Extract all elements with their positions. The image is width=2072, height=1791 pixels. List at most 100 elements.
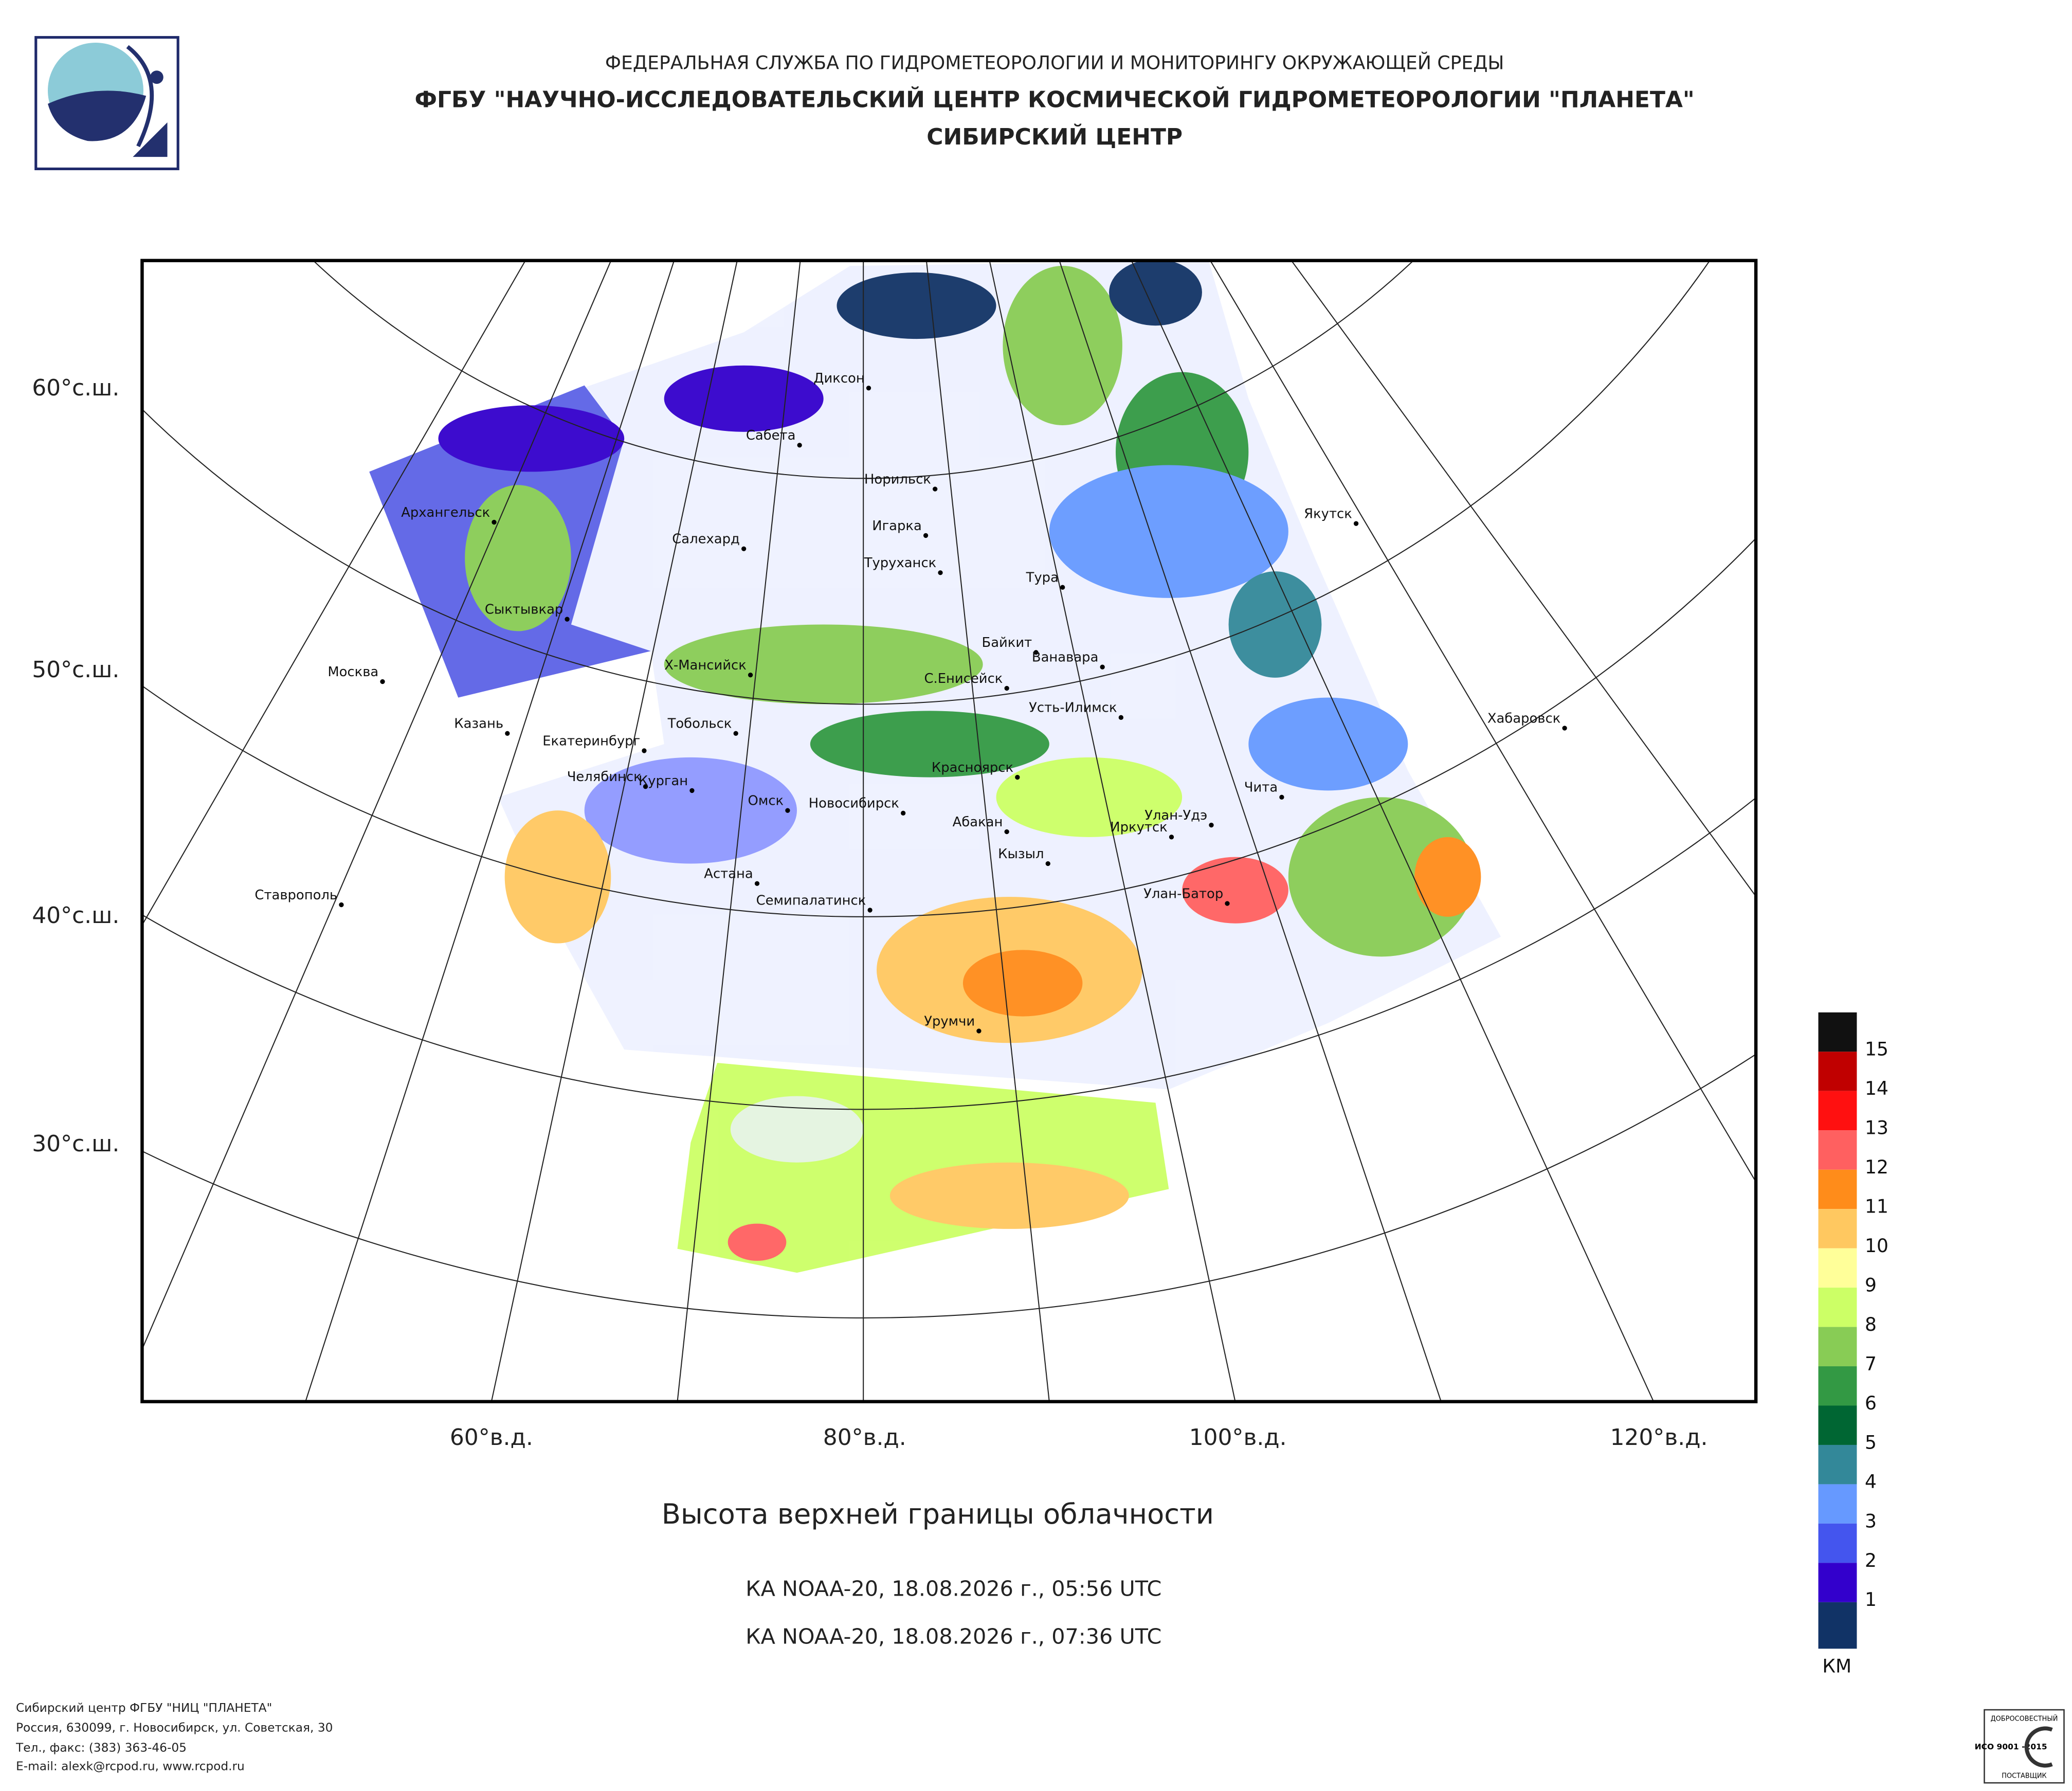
meridian (142, 260, 526, 926)
city-marker (901, 810, 906, 816)
city-label: Салехард (672, 532, 740, 547)
legend-swatch (1818, 1169, 1857, 1209)
city-label: Иркутск (1110, 820, 1167, 835)
city-marker (748, 673, 753, 678)
city-label: Ванавара (1032, 650, 1099, 665)
meridian (925, 260, 1050, 1402)
longitude-label: 80°в.д. (823, 1424, 906, 1451)
latitude-label: 60°с.ш. (32, 375, 119, 401)
city-label: Челябинск (567, 769, 642, 785)
certificate-bottom: ПОСТАВЩИК (2002, 1772, 2046, 1780)
legend-label: 3 (1865, 1510, 1877, 1532)
legend: 15 14 13 12 11 10 9 8 7 6 5 4 3 2 1 КМ (1818, 1012, 1888, 1677)
city-marker (1169, 835, 1174, 840)
city-label: Новосибирск (809, 796, 899, 811)
map-frame (140, 259, 1758, 1403)
meridian (1131, 260, 1655, 1402)
city-label: Абакан (953, 815, 1003, 830)
city-label: Туруханск (864, 555, 937, 571)
city-label: Курган (639, 773, 688, 789)
legend-label: 2 (1865, 1549, 1877, 1571)
legend-swatch (1818, 1366, 1857, 1406)
city-label: Ставрополь (255, 888, 337, 903)
legend-label: 8 (1865, 1313, 1877, 1335)
legend-swatch (1818, 1327, 1857, 1367)
footer-line: E-mail: alexk@rcpod.ru, www.rcpod.ru (16, 1760, 245, 1774)
city-marker (643, 784, 648, 789)
city-marker (754, 881, 760, 886)
city-label: Екатеринбург (542, 733, 640, 749)
legend-swatch (1818, 1444, 1857, 1485)
city-label: Москва (328, 664, 378, 680)
city-marker (1045, 861, 1050, 866)
city-marker (1279, 794, 1284, 800)
city-label: Тура (1026, 570, 1059, 586)
city-marker (976, 1028, 982, 1034)
certificate-standard: ИСО 9001 -2015 (1975, 1742, 2047, 1751)
city-marker (1015, 774, 1020, 780)
city-label: Урумчи (924, 1014, 975, 1029)
legend-swatch (1818, 1484, 1857, 1524)
meridian (677, 260, 801, 1402)
footer-line: Тел., факс: (383) 363-46-05 (15, 1741, 187, 1755)
city-marker (642, 748, 647, 753)
city-label: Усть-Илимск (1029, 700, 1117, 716)
city-label: Семипалатинск (756, 893, 866, 908)
legend-label: 9 (1865, 1274, 1877, 1296)
footer-line: Россия, 630099, г. Новосибирск, ул. Сове… (16, 1721, 333, 1735)
legend-unit: КМ (1822, 1655, 1851, 1677)
legend-swatch (1818, 1012, 1857, 1052)
city-marker (1562, 726, 1567, 731)
pass: КА NOAA-20, 18.08.2026 г., 05:56 UTC (746, 1577, 1161, 1601)
city-marker (1353, 521, 1359, 526)
meridian (1059, 260, 1442, 1402)
legend-label: 1 (1865, 1588, 1877, 1611)
center: СИБИРСКИЙ ЦЕНТР (926, 123, 1183, 150)
city-label: Красноярск (932, 760, 1013, 775)
longitude-label: 60°в.д. (450, 1424, 533, 1451)
meridian (1209, 260, 1756, 1183)
city-marker (1100, 664, 1105, 670)
legend-label: 15 (1865, 1038, 1888, 1060)
city-marker (1060, 585, 1065, 590)
city-label: Хабаровск (1487, 711, 1561, 726)
city-marker (565, 617, 570, 622)
certificate-top: ДОБРОСОВЕСТНЫЙ (1991, 1715, 2058, 1723)
city-marker (1225, 901, 1230, 906)
city-label: Чита (1244, 780, 1278, 795)
legend-swatch (1818, 1405, 1857, 1445)
city-marker (505, 731, 510, 736)
graticule-labels: 60°с.ш. 50°с.ш. 40°с.ш. 30°с.ш. 60°в.д. 80°в.… (32, 375, 1707, 1451)
city-marker (1004, 685, 1009, 691)
legend-swatch (1818, 1563, 1857, 1602)
parallel (279, 0, 1448, 259)
city-marker (1033, 650, 1039, 655)
footer: Сибирский центр ФГБУ "НИЦ "ПЛАНЕТА" Росс… (15, 1701, 333, 1774)
agency: ФЕДЕРАЛЬНАЯ СЛУЖБА ПО ГИДРОМЕТЕОРОЛОГИИ … (605, 51, 1504, 74)
longitude-label: 100°в.д. (1189, 1424, 1287, 1451)
legend-label: 13 (1865, 1117, 1888, 1139)
longitude-label: 120°в.д. (1610, 1424, 1708, 1451)
legend-swatch (1818, 1523, 1857, 1563)
city-marker (741, 546, 747, 551)
legend-swatch (1818, 1288, 1857, 1327)
legend-label: 5 (1865, 1431, 1877, 1453)
city-marker (866, 386, 871, 391)
city-marker (492, 519, 497, 525)
city-label: Игарка (872, 518, 922, 534)
organization: ФГБУ "НАУЧНО-ИССЛЕДОВАТЕЛЬСКИЙ ЦЕНТР КОС… (415, 86, 1695, 113)
meridian (142, 260, 612, 1351)
legend-swatch (1818, 1130, 1857, 1170)
city-label: Диксон (813, 371, 864, 386)
city-label: Архангельск (401, 505, 490, 520)
latitude-label: 30°с.ш. (32, 1131, 119, 1157)
footer-line: Сибирский центр ФГБУ "НИЦ "ПЛАНЕТА" (16, 1701, 272, 1715)
legend-label: 10 (1865, 1235, 1888, 1257)
city-label: Улан-Батор (1143, 886, 1223, 901)
city-label: С.Енисейск (924, 671, 1003, 686)
city-label: Омск (748, 793, 784, 809)
pass: КА NOAA-20, 18.08.2026 г., 07:36 UTC (746, 1624, 1161, 1649)
city-marker (1004, 829, 1009, 835)
